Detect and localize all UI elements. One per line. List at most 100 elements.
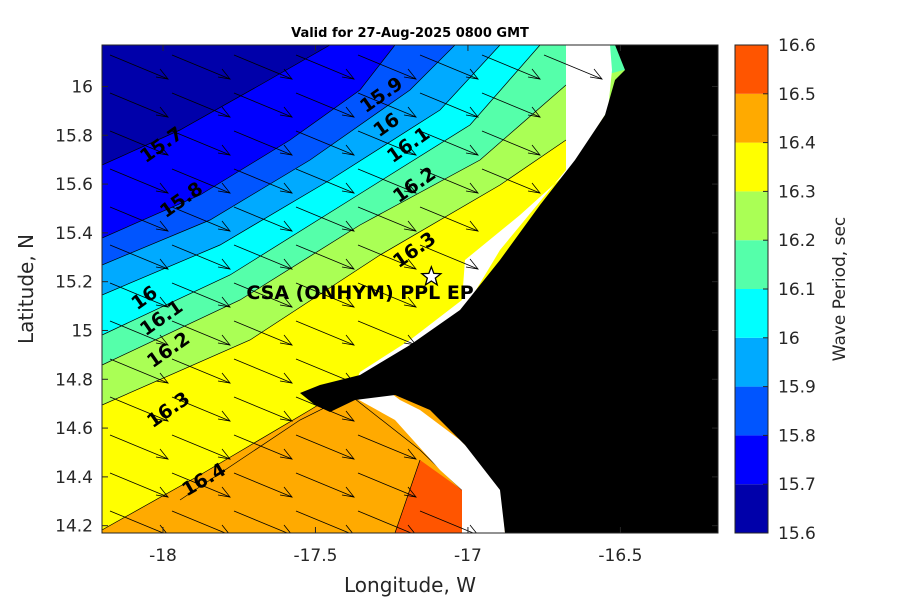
wave-arrowhead [403,182,417,194]
wave-arrow [109,92,169,118]
wave-arrow [171,396,231,422]
wave-direction-arrows [109,54,603,533]
colorbar-segment [735,142,768,192]
site-marker: CSA (ONHYM) PPL EP [246,264,474,304]
colorbar-segment [735,191,768,241]
wave-arrowhead [217,144,231,156]
wave-arrowhead [155,448,169,460]
colorbar-segment [735,93,768,143]
wave-arrowhead [403,106,417,118]
wave-arrowhead [217,182,231,194]
wave-arrowhead [465,106,479,118]
x-tick-label: -17.5 [293,546,337,566]
wave-arrowhead [341,182,355,194]
wave-arrow [357,92,417,118]
wave-arrow [233,396,293,422]
contour-line [102,45,501,296]
wave-arrow [109,358,169,384]
wave-arrow [481,92,541,118]
colorbar-tick-label: 15.7 [778,475,816,495]
wave-arrow [109,396,169,422]
plot-area [102,45,718,533]
wave-arrowhead [217,334,231,346]
wave-arrow [481,54,541,80]
wave-arrow [233,206,293,232]
wave-arrowhead [217,486,231,498]
wave-arrowhead [341,106,355,118]
wave-arrow [109,130,169,156]
wave-arrowhead [218,524,229,533]
y-tick-label: 14.8 [55,370,93,390]
wave-arrowhead [341,258,355,270]
wave-arrow [109,434,169,460]
wave-arrowhead [279,258,293,270]
wave-arrowhead [155,334,169,346]
wave-arrow [419,130,479,156]
wave-arrowhead [279,448,293,460]
colorbar-segment [735,289,768,338]
x-tick-label: -17 [454,546,482,566]
wave-arrow [233,510,289,533]
colorbar-tick-label: 16.4 [778,134,816,154]
contour-line [102,45,331,166]
wave-arrow [171,92,231,118]
wave-arrow [419,244,479,270]
wave-arrowhead [279,372,293,384]
y-tick-label: 14.2 [55,517,93,537]
wave-arrowhead [279,220,293,232]
wave-arrow [233,282,293,308]
wave-arrow [481,130,541,156]
no-data-strip [350,45,612,533]
wave-arrowhead [217,68,231,80]
site-label: CSA (ONHYM) PPL EP [246,282,473,304]
y-tick-label: 15.6 [55,175,93,195]
wave-arrowhead [341,68,355,80]
wave-arrow [109,472,169,498]
wave-arrowhead [403,486,417,498]
wave-arrow [109,244,169,270]
y-tick-label: 15.4 [55,224,93,244]
colorbar-segment [735,386,768,436]
wave-arrowhead [217,296,231,308]
wave-arrow [357,54,417,80]
wave-arrowhead [217,106,231,118]
colorbar-tick-label: 16.6 [778,36,816,56]
colorbar-label: Wave Period, sec [830,217,850,362]
wave-arrow [481,168,541,194]
wave-arrow [171,54,231,80]
wave-arrowhead [279,410,293,422]
wave-arrowhead [403,144,417,156]
wave-arrow [109,206,169,232]
wave-arrow [171,434,231,460]
band-16.4-16.5 [102,395,470,533]
colorbar-tick-label: 16.3 [778,182,816,202]
wave-arrow [295,320,355,346]
wave-arrow [109,168,169,194]
wave-arrow [233,244,293,270]
colorbar-segment [735,45,768,94]
y-axis-ticks: 14.2 14.4 14.6 14.8 15 15.2 15.4 15.6 15.8 16 [55,77,718,537]
wave-arrow [295,434,355,460]
wave-arrowhead [279,144,293,156]
wave-arrow [419,206,479,232]
wave-arrow [171,206,231,232]
wave-arrowhead [155,296,169,308]
wave-arrow [171,282,231,308]
no-data-coastal-strip [350,45,612,533]
wave-arrowhead [527,144,541,156]
wave-arrowhead [341,144,355,156]
colorbar-tick-label: 16.2 [778,231,816,251]
wave-arrowhead [403,448,417,460]
wave-arrow [171,244,231,270]
wave-arrow [295,244,355,270]
colorbar-tick-label: 16 [778,329,800,349]
wave-arrow [233,92,293,118]
wave-arrow [233,434,293,460]
wave-arrowhead [527,182,541,194]
wave-arrowhead [155,486,169,498]
wave-arrow [171,130,231,156]
wave-arrow [357,320,417,346]
wave-arrowhead [403,220,417,232]
band-16.5-16.6 [395,460,462,533]
